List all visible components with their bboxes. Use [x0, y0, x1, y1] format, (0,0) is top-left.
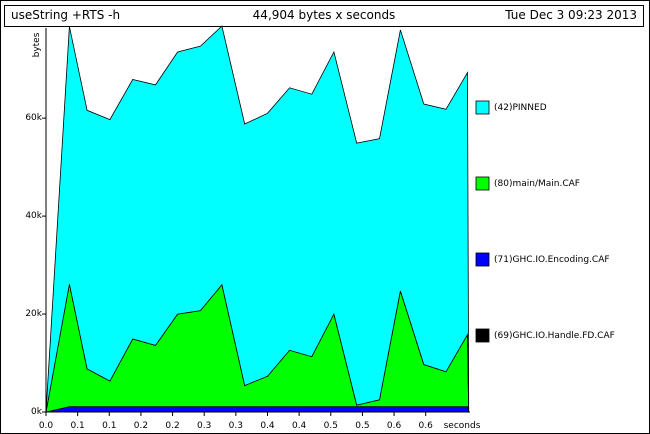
- x-tick-label: 0.5: [324, 421, 338, 431]
- x-tick-label: 0.0: [39, 421, 54, 431]
- legend-label-71-ghc-io-encoding-caf: (71)GHC.IO.Encoding.CAF: [494, 255, 610, 265]
- legend-swatch-80-main-main-caf: [475, 176, 490, 191]
- x-tick-label: 0.1: [70, 421, 84, 431]
- legend-label-69-ghc-io-handle-fd-caf: (69)GHC.IO.Handle.FD.CAF: [494, 331, 615, 341]
- legend-swatch-71-ghc-io-encoding-caf: [475, 252, 490, 267]
- y-axis-label: bytes: [32, 32, 42, 57]
- run-date: Tue Dec 3 09:23 2013: [505, 8, 637, 22]
- program-name: useString +RTS -h: [11, 8, 121, 22]
- legend-swatch-42-pinned: [475, 100, 490, 115]
- x-tick-label: 0.4: [292, 421, 307, 431]
- chart-axes: 0.0 0.1 0.1 0.2 0.2 0.3 0.3 0.4 0.4 0.5 0.5 0.6 0.6 s…: [25, 28, 481, 431]
- area-71-ghc-io-encoding-caf: [45, 406, 470, 413]
- y-tick-label: 20k: [25, 309, 42, 319]
- legend-swatch-69-ghc-io-handle-fd-caf: [475, 328, 490, 343]
- x-tick-label: 0.6: [387, 421, 402, 431]
- profile-header: useString +RTS -h 44,904 bytes x seconds…: [4, 5, 644, 27]
- x-axis-label: seconds: [444, 421, 481, 431]
- y-tick-label: 60k: [25, 113, 42, 123]
- x-tick-label: 0.6: [419, 421, 434, 431]
- series-areas: [45, 25, 470, 413]
- x-tick-label: 0.2: [134, 421, 148, 431]
- y-tick-label: 0k: [31, 407, 43, 417]
- chart-legend: (42)PINNED (80)main/Main.CAF (71)GHC.IO.En…: [475, 100, 615, 343]
- legend-label-80-main-main-caf: (80)main/Main.CAF: [494, 179, 580, 189]
- x-tick-label: 0.4: [260, 421, 275, 431]
- x-tick-label: 0.1: [102, 421, 116, 431]
- x-tick-label: 0.2: [165, 421, 179, 431]
- x-tick-label: 0.5: [355, 421, 369, 431]
- x-tick-label: 0.3: [229, 421, 243, 431]
- total-bytes-seconds: 44,904 bytes x seconds: [252, 8, 396, 22]
- y-tick-label: 40k: [25, 211, 42, 221]
- legend-label-42-pinned: (42)PINNED: [494, 103, 547, 113]
- x-tick-label: 0.3: [197, 421, 211, 431]
